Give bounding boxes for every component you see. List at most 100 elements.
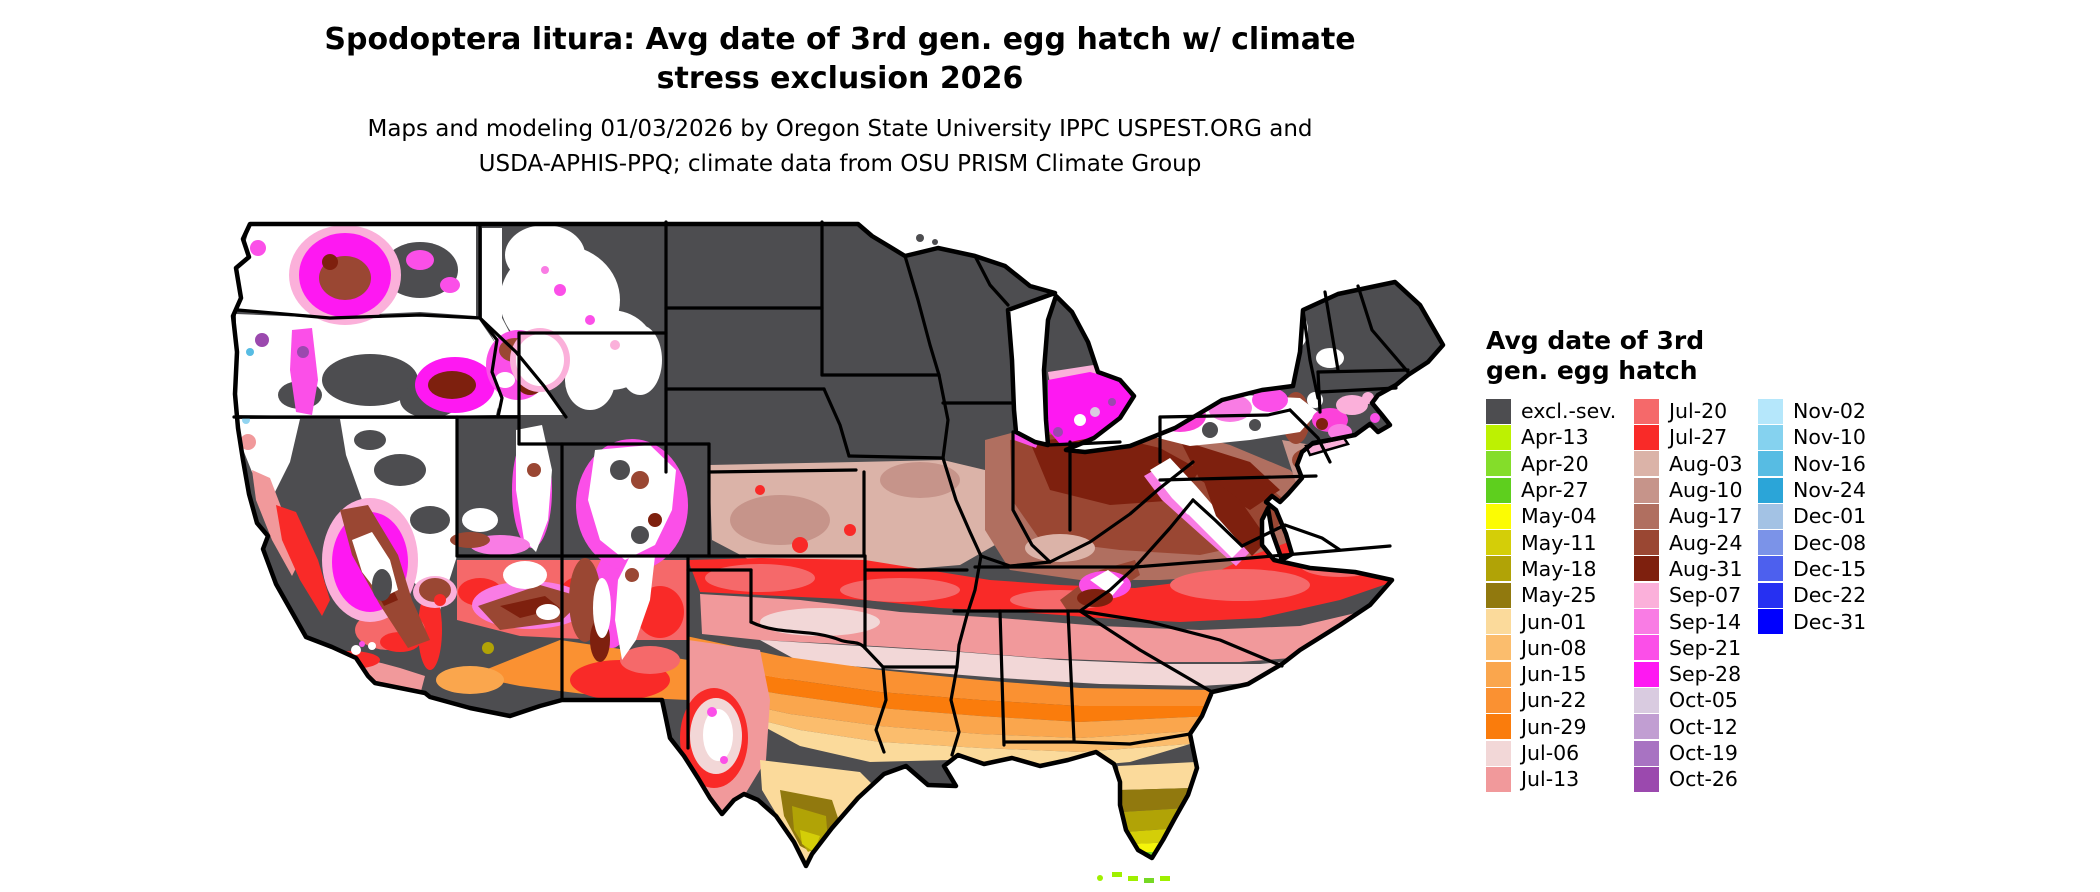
legend-color-swatch (1486, 687, 1511, 713)
legend-color-swatch (1634, 424, 1659, 450)
legend-color-swatch (1758, 398, 1783, 424)
legend-color-swatch (1758, 556, 1783, 582)
legend-row: Nov-10 (1758, 424, 1908, 450)
legend-color-swatch (1634, 609, 1659, 635)
legend-column-1: excl.-sev. Apr-13 Apr-20 Apr-27 May-04 May-11… (1486, 398, 1634, 792)
legend-label: Dec-01 (1793, 504, 1867, 529)
legend-color-swatch (1634, 556, 1659, 582)
legend-label: Jun-22 (1521, 688, 1587, 713)
legend-row: Nov-02 (1758, 398, 1908, 424)
legend-label: Jun-08 (1521, 635, 1587, 660)
map-title-line1: Spodoptera litura: Avg date of 3rd gen. … (324, 22, 1356, 57)
legend-label: Nov-10 (1793, 425, 1866, 450)
legend-row: Dec-15 (1758, 556, 1908, 582)
legend-color-swatch (1634, 477, 1659, 503)
legend-row: Jun-29 (1486, 714, 1634, 740)
legend-row: Sep-07 (1634, 582, 1758, 608)
legend-label: Aug-03 (1669, 451, 1743, 476)
legend-color-swatch (1634, 687, 1659, 713)
legend-row: Apr-13 (1486, 424, 1634, 450)
legend-row: Apr-20 (1486, 451, 1634, 477)
map-subtitle-line1: Maps and modeling 01/03/2026 by Oregon S… (367, 116, 1313, 142)
legend-row: Nov-16 (1758, 451, 1908, 477)
legend-row: Aug-17 (1634, 503, 1758, 529)
legend-label: Dec-31 (1793, 609, 1867, 634)
legend-row: Jul-13 (1486, 766, 1634, 792)
legend-color-swatch (1486, 556, 1511, 582)
legend-row: Sep-14 (1634, 608, 1758, 635)
legend-row: Apr-27 (1486, 477, 1634, 503)
legend-row: Sep-28 (1634, 661, 1758, 687)
legend-label: Dec-22 (1793, 583, 1867, 608)
legend-column-3: Nov-02 Nov-10 Nov-16 Nov-24 Dec-01 Dec-08 Dec-… (1758, 398, 1908, 792)
legend-color-swatch (1634, 740, 1659, 766)
legend-row: Jun-15 (1486, 661, 1634, 687)
legend-color-swatch (1634, 635, 1659, 661)
legend-row: Oct-19 (1634, 740, 1758, 766)
legend-row: Oct-05 (1634, 687, 1758, 713)
legend-color-swatch (1634, 398, 1659, 424)
legend-row: Aug-31 (1634, 556, 1758, 582)
legend-color-swatch (1634, 714, 1659, 740)
legend-label: Aug-10 (1669, 478, 1743, 503)
legend-color-swatch (1486, 714, 1511, 740)
legend-label: Jul-27 (1669, 425, 1728, 450)
legend-label: Aug-31 (1669, 556, 1743, 581)
legend-row: May-04 (1486, 503, 1634, 529)
legend-row: Dec-08 (1758, 529, 1908, 556)
map-title-line2: stress exclusion 2026 (656, 61, 1024, 96)
legend-color-swatch (1758, 609, 1783, 635)
legend-label: Jul-20 (1669, 399, 1728, 424)
map-subtitle-line2: USDA-APHIS-PPQ; climate data from OSU PR… (478, 151, 1202, 177)
legend-row: Dec-01 (1758, 503, 1908, 529)
legend-color-swatch (1758, 503, 1783, 529)
legend-color-swatch (1634, 530, 1659, 556)
legend-row: Sep-21 (1634, 635, 1758, 661)
legend-label: Apr-27 (1521, 478, 1589, 503)
legend-label: Jul-06 (1521, 741, 1580, 765)
legend-row: May-18 (1486, 556, 1634, 582)
legend-color-swatch (1758, 582, 1783, 608)
legend-label: Nov-24 (1793, 478, 1866, 503)
legend-row: Oct-12 (1634, 714, 1758, 740)
legend-color-swatch (1486, 424, 1511, 450)
legend-color-swatch (1634, 451, 1659, 477)
legend-color-swatch (1486, 477, 1511, 503)
legend-row: Jul-06 (1486, 740, 1634, 766)
legend-color-swatch (1758, 477, 1783, 503)
legend-label: Nov-16 (1793, 451, 1866, 476)
legend-color-swatch (1758, 424, 1783, 450)
legend-row: Aug-24 (1634, 529, 1758, 556)
legend-color-swatch (1634, 766, 1659, 792)
legend-color-swatch (1758, 451, 1783, 477)
legend-label: Sep-28 (1669, 662, 1742, 687)
legend-label: Apr-13 (1521, 425, 1589, 450)
legend-label: Apr-20 (1521, 451, 1589, 476)
legend-color-swatch (1486, 609, 1511, 635)
legend-label: Nov-02 (1793, 399, 1866, 424)
legend-label: Oct-05 (1669, 688, 1738, 713)
legend-label: May-25 (1521, 583, 1597, 608)
legend-row: Jun-08 (1486, 635, 1634, 661)
legend-label: Aug-24 (1669, 530, 1743, 555)
legend-color-swatch (1486, 582, 1511, 608)
legend-row: Oct-26 (1634, 766, 1758, 792)
legend-row: Dec-22 (1758, 582, 1908, 608)
legend-columns: excl.-sev. Apr-13 Apr-20 Apr-27 May-04 May-11… (1486, 398, 1926, 792)
legend-row: Jul-27 (1634, 424, 1758, 450)
legend-label: Oct-19 (1669, 741, 1738, 765)
legend-label: Sep-07 (1669, 583, 1742, 608)
legend-label: Sep-14 (1669, 609, 1742, 634)
legend-color-swatch (1634, 503, 1659, 529)
legend-label: Sep-21 (1669, 635, 1742, 660)
legend-label: Dec-15 (1793, 556, 1867, 581)
legend-label: Jun-15 (1521, 662, 1587, 687)
legend-column-2: Jul-20 Jul-27 Aug-03 Aug-10 Aug-17 Aug-24 Aug-… (1634, 398, 1758, 792)
legend: Avg date of 3rd gen. egg hatch excl.-sev… (1486, 326, 1926, 792)
legend-color-swatch (1486, 766, 1511, 792)
map-subtitle: Maps and modeling 01/03/2026 by Oregon S… (0, 112, 1680, 182)
legend-color-swatch (1486, 530, 1511, 556)
legend-label: Jun-29 (1521, 714, 1587, 739)
